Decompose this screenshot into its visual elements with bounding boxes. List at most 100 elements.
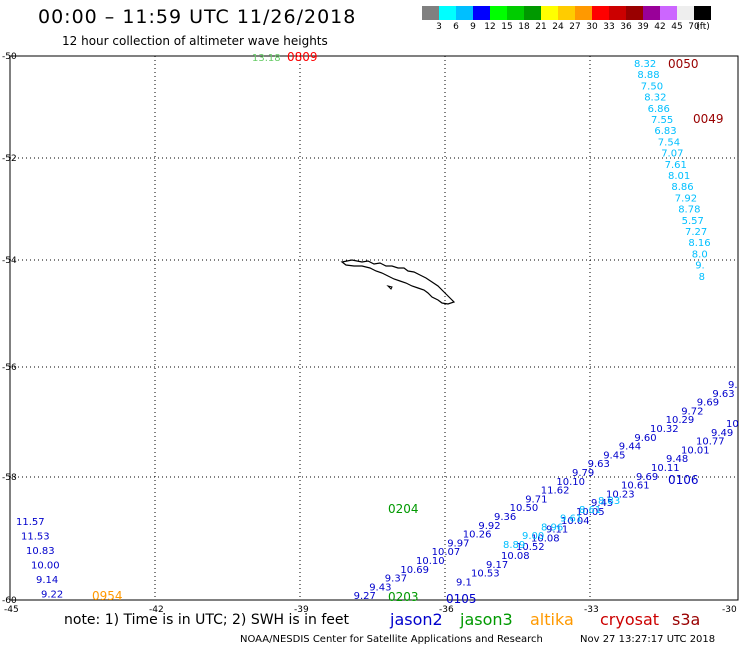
lat-tick-label: -58 [2,473,17,483]
track-value: 10.52 [516,542,545,553]
track-value: 9.44 [619,442,641,453]
legend-label: 70 [688,22,700,32]
color-legend: 3 6 9 12 15 18 21 24 27 30 33 36 39 42 45 70 (ft) [422,6,711,32]
track-value: 10.01 [681,445,710,456]
legend-label: 45 [671,22,683,32]
track-value: 9.69 [697,398,719,409]
track-value: 11.57 [16,517,45,528]
track-value: 7.27 [685,227,707,238]
lat-tick-label: -50 [2,52,17,62]
legend-swatch [490,6,507,20]
track-value: 7.92 [675,193,697,204]
track-value: 10.26 [463,530,492,541]
track-value: 10.23 [606,489,635,500]
track-value: 9.72 [681,406,703,417]
lon-tick-label: -33 [584,605,599,615]
lon-tick-label: -39 [294,605,309,615]
pass-label: 0050 [668,57,699,71]
lon-tick-label: -36 [439,605,454,615]
page-title: 00:00 – 11:59 UTC 11/26/2018 [38,6,357,28]
track-value: 9. [728,380,738,391]
lon-tick-label: -42 [149,605,164,615]
track-value: 8 [699,272,705,283]
lat-tick-label: -56 [2,363,17,373]
satellite-label: s3a [672,610,701,629]
track-value: 10.08 [501,551,530,562]
track-value: 9.71 [525,494,547,505]
track-value: 10.77 [696,437,725,448]
legend-label: 15 [501,22,513,32]
legend-swatch [609,6,626,20]
track-value: 10.32 [650,424,679,435]
track-value: 8.88 [637,70,659,81]
track-value: 9.11 [546,525,568,536]
satellite-label: cryosat [600,610,660,629]
track-value: 10.53 [471,569,500,580]
pass-label: 0204 [388,502,419,516]
lat-tick-label: -60 [2,596,17,606]
track-value: 9.63 [712,389,734,400]
track-value: 8.32 [634,59,656,70]
footer-source: NOAA/NESDIS Center for Satellite Applica… [240,634,543,645]
legend-label: 33 [603,22,615,32]
track-value: 8.0 [692,249,708,260]
track-value: 9.43 [369,582,391,593]
track-value: 10.69 [400,565,429,576]
track-value: 8.89 [503,540,525,551]
pass-label: 0809 [287,50,318,64]
track-value: 7.50 [641,81,663,92]
track-value: 10.04 [561,516,590,527]
legend-label: 24 [552,22,564,32]
lat-tick-label: -54 [2,256,17,266]
page-subtitle: 12 hour collection of altimeter wave hei… [62,34,328,48]
track-value: 7.07 [661,149,683,160]
track-value: 10.11 [651,463,680,474]
legend-swatch [541,6,558,20]
track-value: 8.96 [541,522,563,533]
track-value: 9.45 [603,450,625,461]
note-text: note: 1) Time is in UTC; 2) SWH is in fe… [64,612,350,628]
track-value: 6.83 [654,126,676,137]
legend-swatch [422,6,439,20]
track-value: 8.83 [598,496,620,507]
track-value: 9.14 [36,575,58,586]
track-value: 10.29 [666,415,695,426]
track-value: 9.49 [711,428,733,439]
track-value: 10.05 [576,507,605,518]
legend-label: 30 [586,22,598,32]
track-value: 9. [695,261,705,272]
track-value: 10.08 [531,533,560,544]
legend-swatch [643,6,660,20]
pass-label: 0203 [388,590,419,604]
track-value: 5.57 [682,216,704,227]
track-value: 10 [726,419,739,430]
pass-label: 0049 [693,112,724,126]
track-value: 9.60 [634,433,656,444]
track-value: 13.18 [252,53,281,64]
track-value: 9.27 [354,591,376,602]
track-value: 10.07 [432,547,461,558]
track-value: 8.16 [688,238,710,249]
track-value: 8.01 [668,171,690,182]
map-frame [9,55,739,601]
lat-tick-label: -52 [2,154,17,164]
legend-swatch [677,6,694,20]
lon-tick-label: -30 [722,605,737,615]
lon-tick-label: -45 [4,605,19,615]
legend-swatch [473,6,490,20]
legend-label: 18 [518,22,530,32]
satellite-label: altika [530,610,574,629]
track-value: 8.61 [579,505,601,516]
legend-labels: 3 6 9 12 15 18 21 24 27 30 33 36 39 42 45 70 (ft) [422,22,740,36]
track-value: 10.61 [621,481,650,492]
footer-timestamp: Nov 27 13:27:17 UTC 2018 [580,634,716,645]
legend-swatch [507,6,524,20]
legend-swatch [439,6,456,20]
track-value: 9.79 [572,468,594,479]
satellite-label: jason2 [390,610,443,629]
legend-label: (ft) [696,22,710,32]
track-value: 11.53 [21,532,50,543]
track-value: 10.10 [556,477,585,488]
legend-swatches [422,6,711,20]
